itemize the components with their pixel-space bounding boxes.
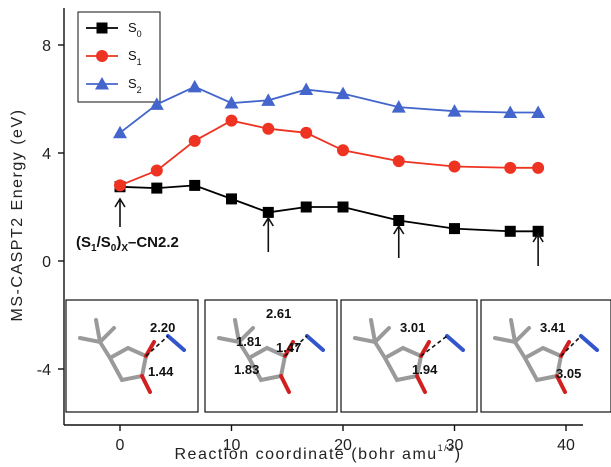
data-point-S1	[225, 114, 238, 127]
data-point-S1	[337, 144, 349, 157]
bond-distance-label: 2.20	[150, 320, 175, 335]
series-S1	[114, 114, 545, 192]
structure-inset: 3.41 3.05	[480, 299, 611, 413]
data-point-S2	[224, 96, 239, 109]
x-axis-title-close: )	[455, 446, 462, 463]
data-point-S2	[299, 82, 314, 96]
x-tick-label: 20	[334, 437, 352, 454]
data-point-S1	[188, 134, 201, 147]
legend: S0 S1 S2	[77, 11, 161, 103]
series-line-S2	[119, 85, 539, 134]
data-point-S2	[503, 105, 518, 118]
y-tick-label: 8	[42, 38, 51, 55]
data-point-S0	[449, 223, 460, 235]
x-tick-label: 40	[557, 437, 575, 454]
data-point-S2	[187, 79, 202, 93]
data-point-S1	[150, 164, 163, 177]
legend-item-S0: S0	[86, 20, 142, 39]
bond-distance-label: 1.44	[148, 364, 174, 379]
data-point-S0	[300, 201, 312, 213]
data-point-S0	[151, 182, 163, 194]
data-point-S2	[447, 104, 462, 117]
structure-insets: 2.20 1.44 2.61 1.81 1.47 1.83 3.01 1.94 3.41 3.05	[65, 299, 611, 413]
bond-distance-label: 3.01	[400, 320, 425, 335]
structure-inset: 2.20 1.44	[65, 299, 199, 413]
legend-marker	[95, 77, 109, 90]
bond-distance-label: 2.61	[266, 306, 291, 321]
legend-label: S0	[128, 20, 142, 39]
arrow	[393, 224, 405, 258]
x-tick-label: 30	[446, 437, 464, 454]
data-point-S2	[531, 105, 546, 118]
legend-label: S2	[128, 76, 142, 95]
data-point-S1	[392, 155, 405, 168]
molecule-sketch	[353, 318, 465, 394]
series-layer	[113, 79, 546, 237]
data-point-S1	[262, 122, 275, 135]
bond-distance-label: 1.94	[412, 362, 438, 377]
y-tick-label: 0	[42, 254, 51, 271]
bond-distance-label: 3.05	[556, 366, 581, 381]
structure-inset: 2.61 1.81 1.47 1.83	[204, 299, 338, 413]
series-line-S1	[119, 119, 539, 187]
data-point-S0	[337, 201, 349, 213]
bond-distance-label: 3.41	[540, 320, 565, 335]
legend-label: S1	[128, 48, 142, 67]
data-point-S2	[149, 97, 164, 110]
structure-inset: 3.01 1.94	[340, 299, 478, 413]
data-point-S2	[336, 86, 350, 100]
data-point-S2	[113, 125, 127, 139]
data-point-S0	[226, 193, 237, 205]
data-point-S0	[504, 225, 516, 237]
x-axis-title: Reaction coordinate (bohr amu1/2)	[174, 443, 461, 463]
legend-marker	[96, 50, 108, 62]
legend-marker	[96, 22, 108, 34]
data-point-S0	[393, 215, 405, 226]
data-point-S2	[261, 93, 276, 106]
data-point-S1	[532, 161, 545, 174]
bond-distance-label: 1.47	[276, 340, 301, 355]
legend-item-S1: S1	[86, 48, 142, 67]
data-point-S2	[391, 100, 406, 113]
data-point-S1	[448, 160, 461, 173]
data-point-S0	[532, 225, 544, 237]
molecule-sketch	[217, 318, 325, 394]
y-tick-label: 4	[42, 146, 51, 163]
y-axis-title: MS-CASPT2 Energy (eV)	[9, 109, 26, 322]
x-axis-title-sup: 1/2	[438, 443, 455, 453]
x-tick-label: 10	[223, 437, 241, 454]
x-axis-title-main: Reaction coordinate (bohr amu	[174, 446, 437, 463]
arrow	[262, 216, 274, 252]
data-point-S1	[504, 161, 517, 174]
molecule-sketch	[78, 318, 186, 394]
series-S2	[113, 79, 546, 139]
x-tick-label: 0	[116, 437, 125, 454]
axis-ticks: 0 10 20 30 40 -4 0 4 8	[37, 38, 575, 454]
data-point-S0	[262, 206, 274, 218]
bond-distance-label: 1.81	[236, 334, 261, 349]
series-line-S0	[119, 184, 539, 233]
arrow	[532, 232, 544, 266]
bond-distance-label: 1.83	[234, 362, 259, 377]
crossing-arrows	[114, 197, 544, 266]
legend-box	[77, 11, 161, 103]
legend-item-S2: S2	[86, 76, 142, 95]
data-point-S1	[114, 179, 126, 192]
data-point-S1	[300, 126, 313, 139]
arrow	[114, 197, 126, 227]
y-tick-label: -4	[37, 362, 51, 379]
series-S0	[114, 179, 544, 237]
data-point-S0	[189, 179, 201, 191]
conical-intersection-label: (S1/S0)X–CN2.2	[76, 234, 179, 254]
